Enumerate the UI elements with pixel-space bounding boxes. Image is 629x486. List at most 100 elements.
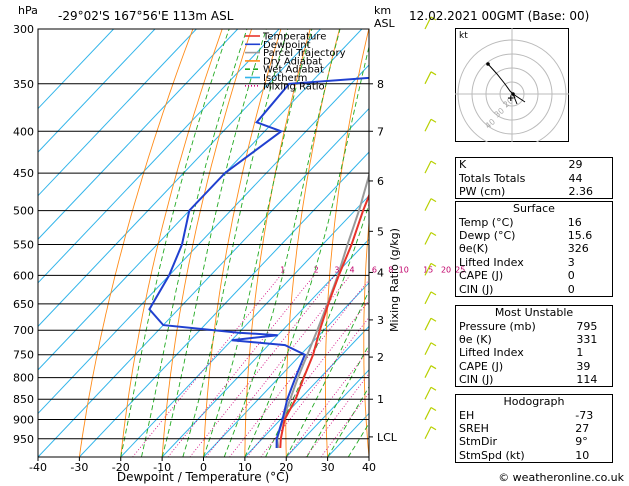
index-row: Lifted Index 1 — [456, 346, 613, 359]
mixing-ratio-label: 25 — [455, 265, 465, 274]
mixing-ratio-label: 8 — [388, 265, 393, 274]
index-value: 114 — [576, 373, 598, 387]
index-row: Totals Totals 44 — [456, 171, 613, 185]
isotherm-line — [203, 282, 369, 457]
temp-tick-label: 20 — [279, 461, 293, 474]
index-value: -73 — [575, 408, 594, 422]
index-label: θe (K) — [459, 332, 492, 346]
wet-adiabat-line — [161, 29, 267, 457]
dry-adiabat-line — [78, 29, 194, 457]
wind-barb-flag — [430, 317, 437, 322]
wind-barb-flag — [430, 160, 437, 165]
index-row: Temp (°C) 16 — [456, 215, 613, 229]
index-label: CIN (J) — [459, 373, 494, 387]
wind-barb — [424, 71, 432, 85]
index-value: 16 — [567, 215, 582, 229]
isotherm-line — [161, 238, 369, 457]
index-value: 15.6 — [567, 228, 593, 242]
temp-tick-label: -30 — [70, 461, 88, 474]
index-value: 10 — [575, 448, 590, 462]
isotherm-line — [38, 29, 114, 110]
pressure-tick-label: 950 — [13, 433, 34, 446]
isotherm-line — [38, 29, 197, 197]
legend-label: Temperature — [262, 32, 326, 43]
wet-adiabat-line — [120, 29, 230, 457]
index-row: CIN (J) 114 — [456, 373, 613, 387]
pressure-tick-label: 700 — [13, 324, 34, 337]
legend-label: Dewpoint — [263, 40, 311, 51]
pressure-tick-label: 550 — [13, 238, 34, 251]
isotherm-line — [38, 64, 369, 415]
index-value: 44 — [568, 171, 583, 185]
temperature-line — [279, 193, 369, 449]
index-label: CIN (J) — [459, 282, 494, 296]
index-row: θe(K) 326 — [456, 242, 613, 255]
isotherm-line — [244, 325, 369, 457]
isotherm-line — [38, 29, 363, 371]
wind-barb-flag — [430, 16, 437, 21]
km-tick-label: 2 — [377, 351, 384, 364]
most-unstable-table: Most Unstable Pressure (mb) 795 θe (K) 331 L… — [455, 305, 613, 388]
wind-barb — [424, 426, 432, 440]
wet-adiabat-line — [285, 289, 369, 457]
dry-adiabat-line — [437, 29, 457, 457]
mixing-ratio-label: 20 — [441, 265, 451, 274]
wind-barb — [424, 263, 432, 276]
temp-tick-label: -40 — [29, 461, 47, 474]
dewpoint-line — [148, 76, 369, 449]
index-label: Pressure (mb) — [459, 319, 536, 333]
index-label: Temp (°C) — [459, 215, 514, 229]
index-row: K 29 — [456, 158, 613, 172]
index-value: 331 — [576, 332, 598, 346]
index-label: K — [459, 158, 467, 172]
index-label: CAPE (J) — [459, 359, 504, 373]
wet-adiabat-line — [306, 343, 369, 457]
mixing-ratio-axis-label: Mixing Ratio (g/kg) — [388, 228, 401, 332]
asl-label: ASL — [374, 17, 396, 30]
most-unstable-title: Most Unstable — [494, 306, 574, 320]
dry-adiabat-line — [285, 29, 340, 457]
wind-barb-flag — [430, 365, 437, 370]
index-label: SREH — [459, 421, 489, 435]
index-label: Lifted Index — [459, 346, 524, 360]
wind-barb-flag — [430, 342, 437, 347]
legend-label: Mixing Ratio — [263, 81, 325, 92]
copyright: © weatheronline.co.uk — [498, 471, 624, 484]
temp-tick-label: 0 — [200, 461, 207, 474]
index-value: 0 — [567, 282, 575, 296]
dry-adiabat-line — [401, 29, 428, 457]
isotherm-line — [38, 29, 156, 153]
isotherm-line — [38, 29, 239, 240]
km-tick-label: 3 — [377, 314, 384, 327]
wind-barb-flag — [430, 231, 437, 236]
time-title: 12.02.2021 00GMT (Base: 00) — [409, 9, 589, 23]
index-label: CAPE (J) — [459, 269, 504, 283]
mixing-ratio-label: 3 — [334, 265, 339, 274]
index-row: Dewp (°C) 15.6 — [456, 229, 613, 242]
wind-barb — [424, 386, 432, 400]
legend-label: Wet Adiabat — [263, 65, 324, 76]
temp-tick-label: 10 — [238, 461, 252, 474]
isotherm-line — [38, 107, 369, 457]
pressure-tick-label: 400 — [13, 125, 34, 138]
km-tick-label: 6 — [377, 175, 384, 188]
wind-barb-flag — [430, 291, 437, 296]
wind-barb — [424, 160, 432, 174]
temp-tick-label: -20 — [112, 461, 130, 474]
surface-title: Surface — [513, 202, 555, 216]
wind-barb — [424, 198, 432, 211]
index-row: StmDir 9° — [456, 435, 613, 448]
mixing-ratio-label: 10 — [399, 265, 409, 274]
index-row: StmSpd (kt) 10 — [456, 449, 613, 463]
km-tick-label: LCL — [377, 431, 398, 444]
wind-barb — [424, 232, 432, 245]
hodograph-title: Hodograph — [503, 395, 565, 409]
isotherm-line — [79, 151, 369, 457]
index-value: 27 — [575, 421, 590, 435]
index-row: CIN (J) 0 — [456, 282, 613, 296]
index-row: EH -73 — [456, 408, 613, 422]
wet-adiabat-line — [182, 29, 289, 457]
temp-tick-label: 30 — [321, 461, 335, 474]
indices-table: K 29 Totals Totals 44 PW (cm) 2.36 — [455, 157, 613, 200]
